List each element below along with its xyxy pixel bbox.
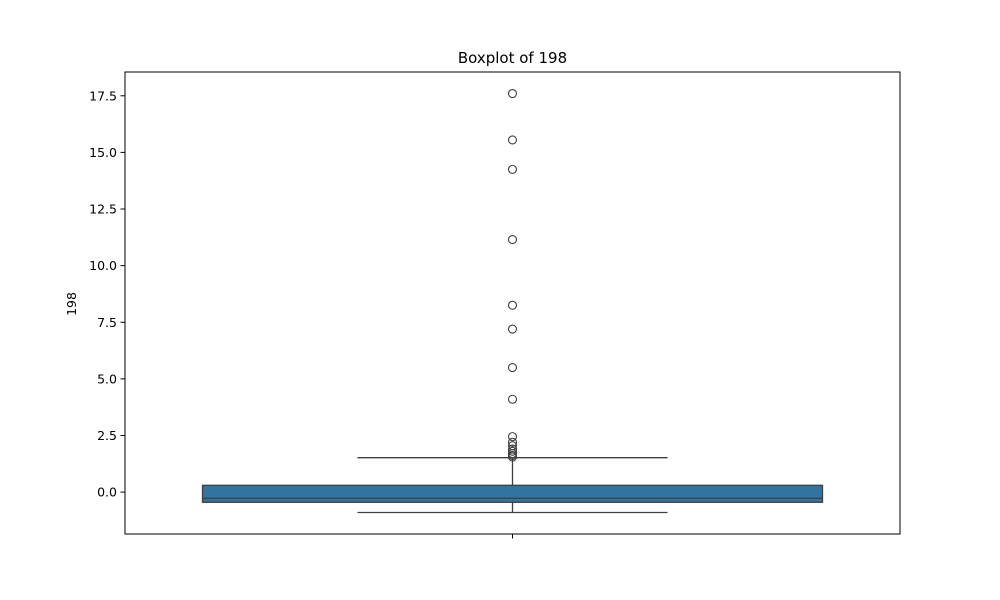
outlier-point xyxy=(507,164,518,174)
outlier-point xyxy=(507,437,518,447)
outlier-point xyxy=(507,235,518,245)
box-group xyxy=(201,457,824,514)
outlier-point xyxy=(507,362,518,373)
y-tick-label: 17.5 xyxy=(89,88,117,103)
outlier-group xyxy=(507,88,518,462)
outlier-point xyxy=(507,324,518,334)
y-tick-label: 15.0 xyxy=(89,145,117,160)
y-tick-label: 0.0 xyxy=(97,485,117,500)
y-axis-label: 198 xyxy=(64,292,79,316)
y-axis: 0.0 2.5 5.0 7.5 10.0 12.5 15.0 17.5 xyxy=(89,88,125,500)
outlier-point xyxy=(507,88,518,99)
y-tick-label: 5.0 xyxy=(97,371,117,386)
outlier-point xyxy=(507,394,518,404)
y-tick-label: 12.5 xyxy=(89,202,117,217)
outlier-point xyxy=(507,135,518,145)
y-tick-label: 7.5 xyxy=(97,315,117,330)
outlier-point xyxy=(507,300,518,310)
y-tick-label: 2.5 xyxy=(97,428,117,443)
outlier-point xyxy=(507,446,518,456)
y-tick-label: 10.0 xyxy=(89,258,117,273)
outlier-point xyxy=(507,452,518,462)
outlier-point xyxy=(507,432,518,442)
chart-title: Boxplot of 198 xyxy=(458,49,567,67)
iqr-box xyxy=(201,484,824,503)
